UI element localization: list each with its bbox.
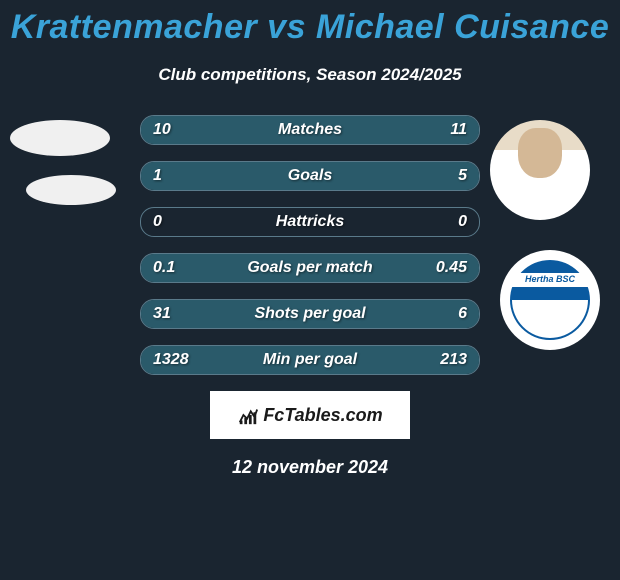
stat-bar-right-fill — [425, 300, 479, 328]
branding-badge: FcTables.com — [210, 391, 410, 439]
stat-value-left: 31 — [153, 305, 171, 323]
stat-label: Shots per goal — [254, 305, 365, 323]
stat-row: 1328 213 Min per goal — [140, 345, 480, 375]
stat-label: Goals — [288, 167, 332, 185]
stat-value-left: 1328 — [153, 351, 189, 369]
stat-row: 31 6 Shots per goal — [140, 299, 480, 329]
stat-value-right: 213 — [440, 351, 467, 369]
stat-row: 1 5 Goals — [140, 161, 480, 191]
page-title: Krattenmacher vs Michael Cuisance — [0, 0, 620, 47]
stat-label: Min per goal — [263, 351, 357, 369]
date-text: 12 november 2024 — [0, 457, 620, 478]
subtitle: Club competitions, Season 2024/2025 — [0, 65, 620, 85]
stat-bar-left-fill — [141, 162, 198, 190]
stat-value-left: 10 — [153, 121, 171, 139]
stat-value-left: 1 — [153, 167, 162, 185]
stat-value-right: 0 — [458, 213, 467, 231]
stat-value-right: 6 — [458, 305, 467, 323]
branding-text: FcTables.com — [263, 405, 382, 426]
stat-row: 0.1 0.45 Goals per match — [140, 253, 480, 283]
fctables-icon — [237, 404, 259, 426]
stat-row: 10 11 Matches — [140, 115, 480, 145]
stat-row: 0 0 Hattricks — [140, 207, 480, 237]
stat-label: Hattricks — [276, 213, 344, 231]
player-left-club-logo — [26, 175, 116, 205]
stat-label: Matches — [278, 121, 342, 139]
stat-value-right: 5 — [458, 167, 467, 185]
stat-label: Goals per match — [247, 259, 372, 277]
player-left-avatar — [10, 120, 110, 156]
stat-bar-right-fill — [198, 162, 479, 190]
stat-value-right: 0.45 — [436, 259, 467, 277]
club-logo-text: Hertha BSC — [510, 274, 590, 284]
player-right-club-logo: Hertha BSC — [500, 250, 600, 350]
stats-area: Hertha BSC 10 11 Matches 1 5 Goals 0 0 Hattricks… — [0, 115, 620, 375]
stat-value-left: 0.1 — [153, 259, 175, 277]
hertha-bsc-icon: Hertha BSC — [510, 260, 590, 340]
stat-value-right: 11 — [450, 121, 467, 139]
player-right-avatar — [490, 120, 590, 220]
stat-value-left: 0 — [153, 213, 162, 231]
